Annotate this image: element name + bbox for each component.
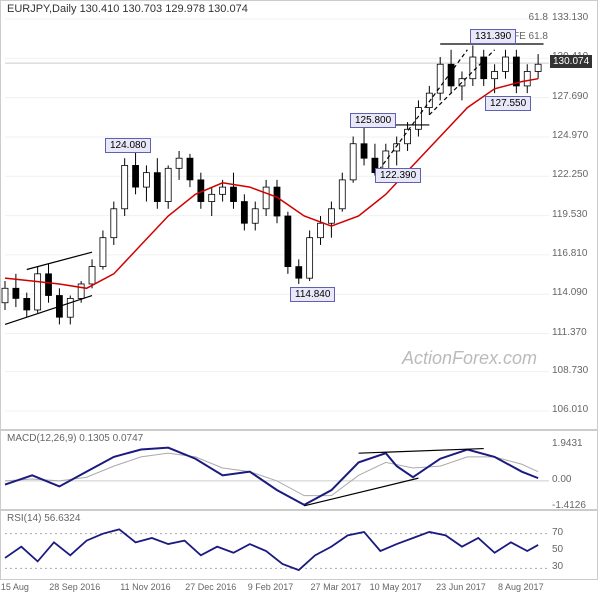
- y-tick-label: 106.010: [552, 404, 588, 415]
- current-price-label: 130.074: [550, 55, 592, 68]
- macd-svg: [1, 431, 599, 511]
- price-annotation: 127.550: [485, 96, 531, 111]
- y-tick-label: 122.250: [552, 169, 588, 180]
- fib-label: FE 61.8: [513, 31, 548, 42]
- price-panel: EURJPY,Daily 130.410 130.703 129.978 130…: [0, 0, 598, 430]
- x-tick-label: 9 Feb 2017: [248, 582, 294, 592]
- price-annotation: 114.840: [290, 287, 335, 302]
- x-axis: 15 Aug 28 Sep 2016 11 Nov 2016 27 Dec 2016 9…: [0, 582, 598, 598]
- y-tick-label: 108.730: [552, 365, 588, 376]
- macd-panel: MACD(12,26,9) 0.1305 0.0747: [0, 430, 598, 510]
- x-tick-label: 27 Mar 2017: [311, 582, 362, 592]
- fib-label: 61.8: [529, 12, 548, 23]
- rsi-y-label: 50: [552, 544, 563, 555]
- rsi-y-label: 30: [552, 561, 563, 572]
- macd-y-label: 0.00: [552, 474, 571, 485]
- x-tick-label: 15 Aug: [1, 582, 29, 592]
- y-tick-label: 124.970: [552, 130, 588, 141]
- macd-y-label: 1.9431: [552, 438, 583, 449]
- price-annotation: 131.390: [470, 29, 516, 44]
- x-tick-label: 10 May 2017: [370, 582, 422, 592]
- x-tick-label: 11 Nov 2016: [120, 582, 170, 592]
- rsi-svg: [1, 511, 599, 581]
- y-tick-label: 127.690: [552, 91, 588, 102]
- chart-container: EURJPY,Daily 130.410 130.703 129.978 130…: [0, 0, 600, 600]
- macd-y-label: -1.4126: [552, 500, 586, 511]
- y-tick-label: 116.810: [552, 248, 587, 259]
- x-tick-label: 27 Dec 2016: [185, 582, 236, 592]
- y-tick-label: 114.090: [552, 287, 587, 298]
- x-tick-label: 23 Jun 2017: [436, 582, 486, 592]
- price-annotation: 124.080: [105, 138, 151, 153]
- y-tick-label: 119.530: [552, 209, 587, 220]
- y-tick-label: 133.130: [552, 12, 588, 23]
- rsi-y-label: 70: [552, 527, 563, 538]
- x-tick-label: 28 Sep 2016: [49, 582, 100, 592]
- y-tick-label: 111.370: [552, 327, 587, 338]
- price-annotation: 125.800: [350, 113, 396, 128]
- x-tick-label: 8 Aug 2017: [498, 582, 544, 592]
- rsi-panel: RSI(14) 56.6324: [0, 510, 598, 580]
- watermark: ActionForex.com: [402, 348, 537, 369]
- price-annotation: 122.390: [375, 168, 421, 183]
